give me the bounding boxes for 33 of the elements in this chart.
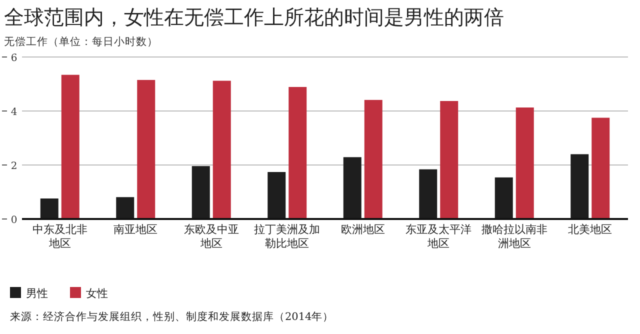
x-tick-label: 拉丁美洲及加勒比地区 xyxy=(254,223,320,250)
bar xyxy=(268,172,286,219)
bar xyxy=(288,86,307,219)
x-tick-label: 撒哈拉以南非洲地区 xyxy=(481,223,548,250)
bar xyxy=(570,154,589,219)
x-tick-label: 东欧及中亚地区 xyxy=(184,223,239,250)
source-note: 来源：经济合作与发展组织，性别、制度和发展数据库（2014年） xyxy=(10,310,334,323)
x-tick-label: 欧洲地区 xyxy=(340,223,385,236)
bar xyxy=(364,100,382,219)
x-tick-label: 东亚及太平洋地区 xyxy=(406,223,472,250)
y-tick-label: 6 xyxy=(10,53,18,64)
legend-label: 男性 xyxy=(26,287,48,300)
x-tick-label: 中东及北非地区 xyxy=(32,223,88,250)
bar xyxy=(40,198,58,219)
bar xyxy=(516,107,534,219)
bar xyxy=(440,101,458,219)
bar xyxy=(137,80,156,219)
x-tick-label: 北美地区 xyxy=(568,223,612,236)
y-tick-label: 4 xyxy=(10,107,18,118)
bar xyxy=(116,197,134,219)
bar xyxy=(343,157,362,219)
y-tick-label: 2 xyxy=(10,161,18,172)
bar xyxy=(212,80,231,219)
bar xyxy=(419,169,438,219)
bar xyxy=(592,118,610,219)
bar xyxy=(192,166,210,219)
legend-label: 女性 xyxy=(86,287,108,300)
bar xyxy=(61,74,80,219)
bar xyxy=(494,177,513,219)
chart-title: 全球范围内，女性在无偿工作上所花的时间是男性的两倍 xyxy=(4,5,504,29)
y-axis-title: 无偿工作（单位：每日小时数） xyxy=(4,35,158,48)
y-tick-label: 0 xyxy=(10,215,18,226)
x-tick-label: 南亚地区 xyxy=(114,223,158,236)
